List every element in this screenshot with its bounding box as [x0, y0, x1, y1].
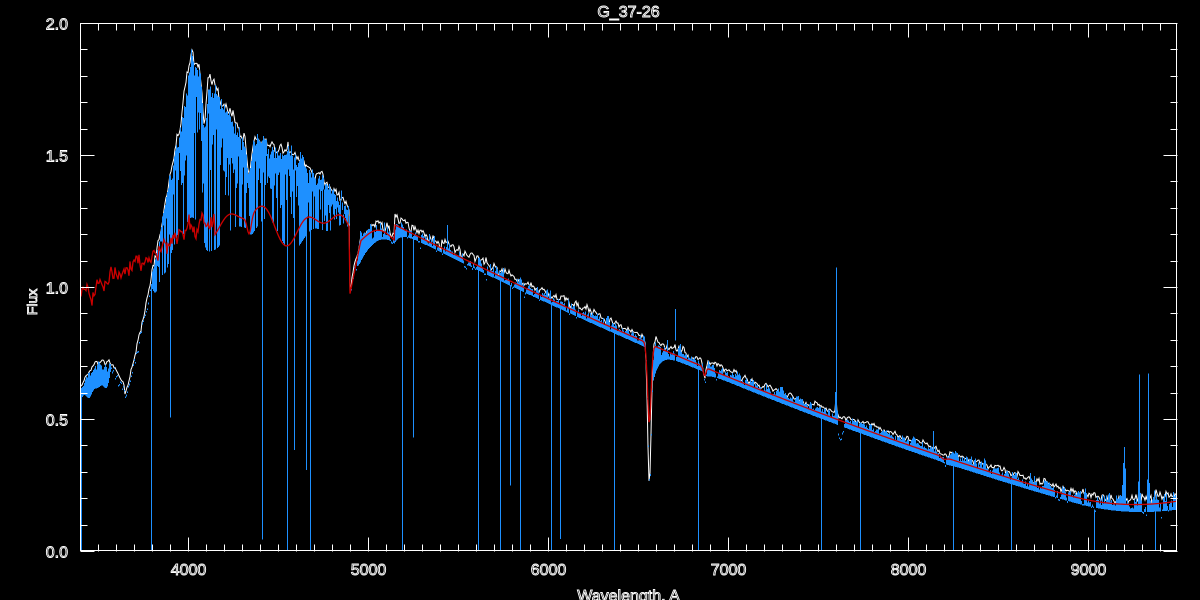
- svg-text:Flux: Flux: [24, 289, 40, 315]
- svg-text:6000: 6000: [531, 562, 567, 579]
- svg-text:1.5: 1.5: [46, 149, 68, 166]
- svg-text:8000: 8000: [891, 562, 927, 579]
- svg-text:0.0: 0.0: [46, 545, 68, 562]
- svg-text:2.0: 2.0: [46, 17, 68, 34]
- svg-text:5000: 5000: [351, 562, 387, 579]
- svg-text:0.5: 0.5: [46, 413, 68, 430]
- svg-text:9000: 9000: [1071, 562, 1107, 579]
- svg-text:1.0: 1.0: [46, 281, 68, 298]
- svg-text:7000: 7000: [711, 562, 747, 579]
- svg-text:G_37-26: G_37-26: [597, 4, 659, 21]
- svg-text:Wavelength, A: Wavelength, A: [577, 588, 680, 600]
- svg-text:4000: 4000: [171, 562, 207, 579]
